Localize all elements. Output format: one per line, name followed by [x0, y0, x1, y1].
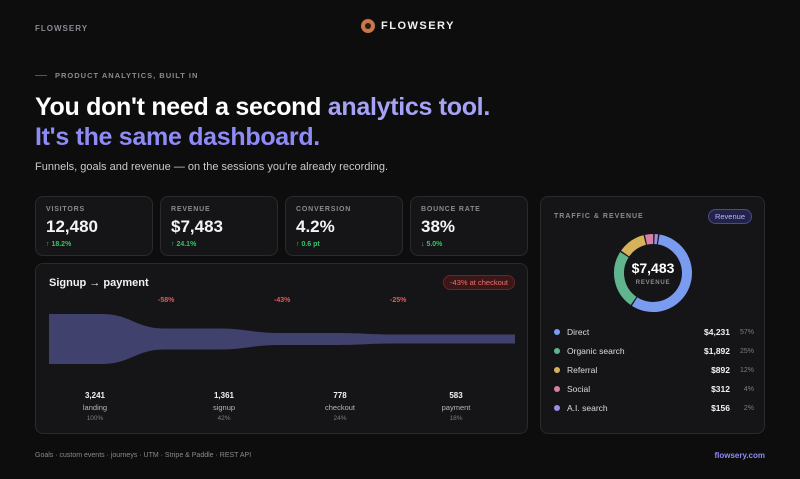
- drop-label: -58%: [158, 297, 175, 304]
- revenue-donut-chart: [614, 234, 692, 312]
- hero-eyebrow: PRODUCT ANALYTICS, BUILT IN: [35, 71, 198, 80]
- kpi-value: 38%: [421, 217, 456, 236]
- stage-percent: 18%: [449, 415, 463, 422]
- stage-count: 583: [449, 391, 463, 400]
- drop-label: -43%: [274, 297, 291, 304]
- headline-accent: analytics tool.: [327, 93, 491, 121]
- stage-percent: 100%: [86, 415, 104, 422]
- footer-features: Goals · custom events · journeys · UTM ·…: [35, 452, 252, 459]
- stage-name: landing: [82, 403, 108, 412]
- source-row-referral[interactable]: Referral $892 12%: [554, 364, 754, 376]
- checkout-drop-badge: -43% at checkout: [443, 275, 515, 290]
- source-amount: $1,892: [704, 346, 730, 356]
- kpi-label: REVENUE: [171, 206, 211, 213]
- legend-dot: [554, 348, 560, 354]
- kpi-delta: ↑ 0.6 pt: [296, 241, 320, 248]
- donut-slice-social[interactable]: [644, 234, 654, 245]
- donut-total: $7,483: [631, 260, 675, 276]
- kpi-value: 12,480: [46, 217, 98, 236]
- eyebrow-text: PRODUCT ANALYTICS, BUILT IN: [55, 71, 199, 80]
- stage-count: 1,361: [213, 391, 235, 400]
- source-name: Organic search: [567, 346, 625, 356]
- funnel-stage-payment[interactable]: 583 payment 18%: [416, 391, 496, 422]
- funnel-flow-chart: [49, 314, 515, 364]
- funnel-card: Signup → payment -43% at checkout -58% -…: [35, 263, 528, 434]
- traffic-revenue-header: TRAFFIC & REVENUE: [554, 213, 644, 220]
- kpi-label: CONVERSION: [296, 206, 352, 213]
- source-percent: 12%: [739, 366, 754, 374]
- source-percent: 57%: [739, 328, 754, 336]
- donut-slice-direct[interactable]: [631, 234, 692, 312]
- stage-name: signup: [212, 403, 236, 412]
- footer-link[interactable]: flowsery.com: [714, 451, 765, 460]
- kpi-card-conversion: CONVERSION 4.2% ↑ 0.6 pt: [285, 196, 403, 256]
- legend-dot: [554, 386, 560, 392]
- top-bar: FLOWSERY FLOWSERY: [0, 0, 800, 56]
- funnel-stage-checkout[interactable]: 778 checkout 24%: [300, 391, 380, 422]
- source-percent: 4%: [743, 385, 754, 393]
- source-name: Referral: [567, 365, 598, 375]
- source-name: Social: [567, 384, 591, 394]
- kpi-card-bounce-rate: BOUNCE RATE 38% ↓ 5.0%: [410, 196, 528, 256]
- source-name: A.I. search: [567, 403, 608, 413]
- brand-wordmark-left[interactable]: FLOWSERY: [35, 24, 89, 33]
- kpi-value: $7,483: [171, 217, 223, 236]
- source-row-direct[interactable]: Direct $4,231 57%: [554, 326, 754, 338]
- traffic-revenue-card: TRAFFIC & REVENUE Revenue $7,483 REVENUE…: [540, 196, 765, 434]
- donut-caption: REVENUE: [635, 280, 671, 286]
- kpi-delta: ↓ 5.0%: [421, 241, 443, 248]
- source-amount: $312: [711, 384, 730, 394]
- brand-logo-center[interactable]: FLOWSERY: [361, 19, 455, 33]
- headline-plain: You don't need a second: [35, 93, 328, 121]
- source-percent: 2%: [743, 404, 754, 412]
- stage-percent: 42%: [217, 415, 231, 422]
- brand-name: FLOWSERY: [381, 20, 455, 32]
- legend-dot: [554, 329, 560, 335]
- source-amount: $4,231: [704, 327, 730, 337]
- hero-subtitle: Funnels, goals and revenue — on the sess…: [35, 161, 389, 173]
- donut-slice-referral[interactable]: [621, 235, 647, 257]
- kpi-delta: ↑ 24.1%: [171, 241, 197, 248]
- funnel-title: Signup → payment: [49, 277, 149, 289]
- funnel-flow-shape: [49, 314, 515, 364]
- revenue-toggle[interactable]: Revenue: [707, 209, 752, 224]
- stage-name: checkout: [324, 403, 356, 412]
- legend-dot: [554, 405, 560, 411]
- source-amount: $892: [711, 365, 730, 375]
- source-name: Direct: [567, 327, 590, 337]
- kpi-card-visitors: VISITORS 12,480 ↑ 18.2%: [35, 196, 153, 256]
- kpi-card-revenue: REVENUE $7,483 ↑ 24.1%: [160, 196, 278, 256]
- source-row-organic-search[interactable]: Organic search $1,892 25%: [554, 345, 754, 357]
- donut-center: $7,483 REVENUE: [612, 232, 694, 314]
- source-row-social[interactable]: Social $312 4%: [554, 383, 754, 395]
- source-amount: $156: [711, 403, 730, 413]
- stage-count: 778: [333, 391, 347, 400]
- kpi-delta: ↑ 18.2%: [46, 241, 72, 248]
- source-percent: 25%: [739, 347, 754, 355]
- stage-name: payment: [441, 403, 471, 412]
- donut-slice-organic-search[interactable]: [614, 251, 637, 305]
- funnel-stage-landing[interactable]: 3,241 landing 100%: [55, 391, 135, 422]
- stage-count: 3,241: [84, 391, 106, 400]
- kpi-label: BOUNCE RATE: [421, 206, 481, 213]
- eyebrow-rule: [35, 75, 47, 76]
- headline-line2: It's the same dashboard.: [35, 123, 320, 151]
- funnel-stage-signup[interactable]: 1,361 signup 42%: [184, 391, 264, 422]
- flowsery-logo-icon: [361, 19, 375, 33]
- kpi-value: 4.2%: [296, 217, 335, 236]
- hero-headline: You don't need a second analytics tool. …: [35, 92, 490, 152]
- kpi-label: VISITORS: [46, 206, 85, 213]
- drop-label: -25%: [390, 297, 407, 304]
- source-row-ai-search[interactable]: A.I. search $156 2%: [554, 402, 754, 414]
- legend-dot: [554, 367, 560, 373]
- stage-percent: 24%: [333, 415, 347, 422]
